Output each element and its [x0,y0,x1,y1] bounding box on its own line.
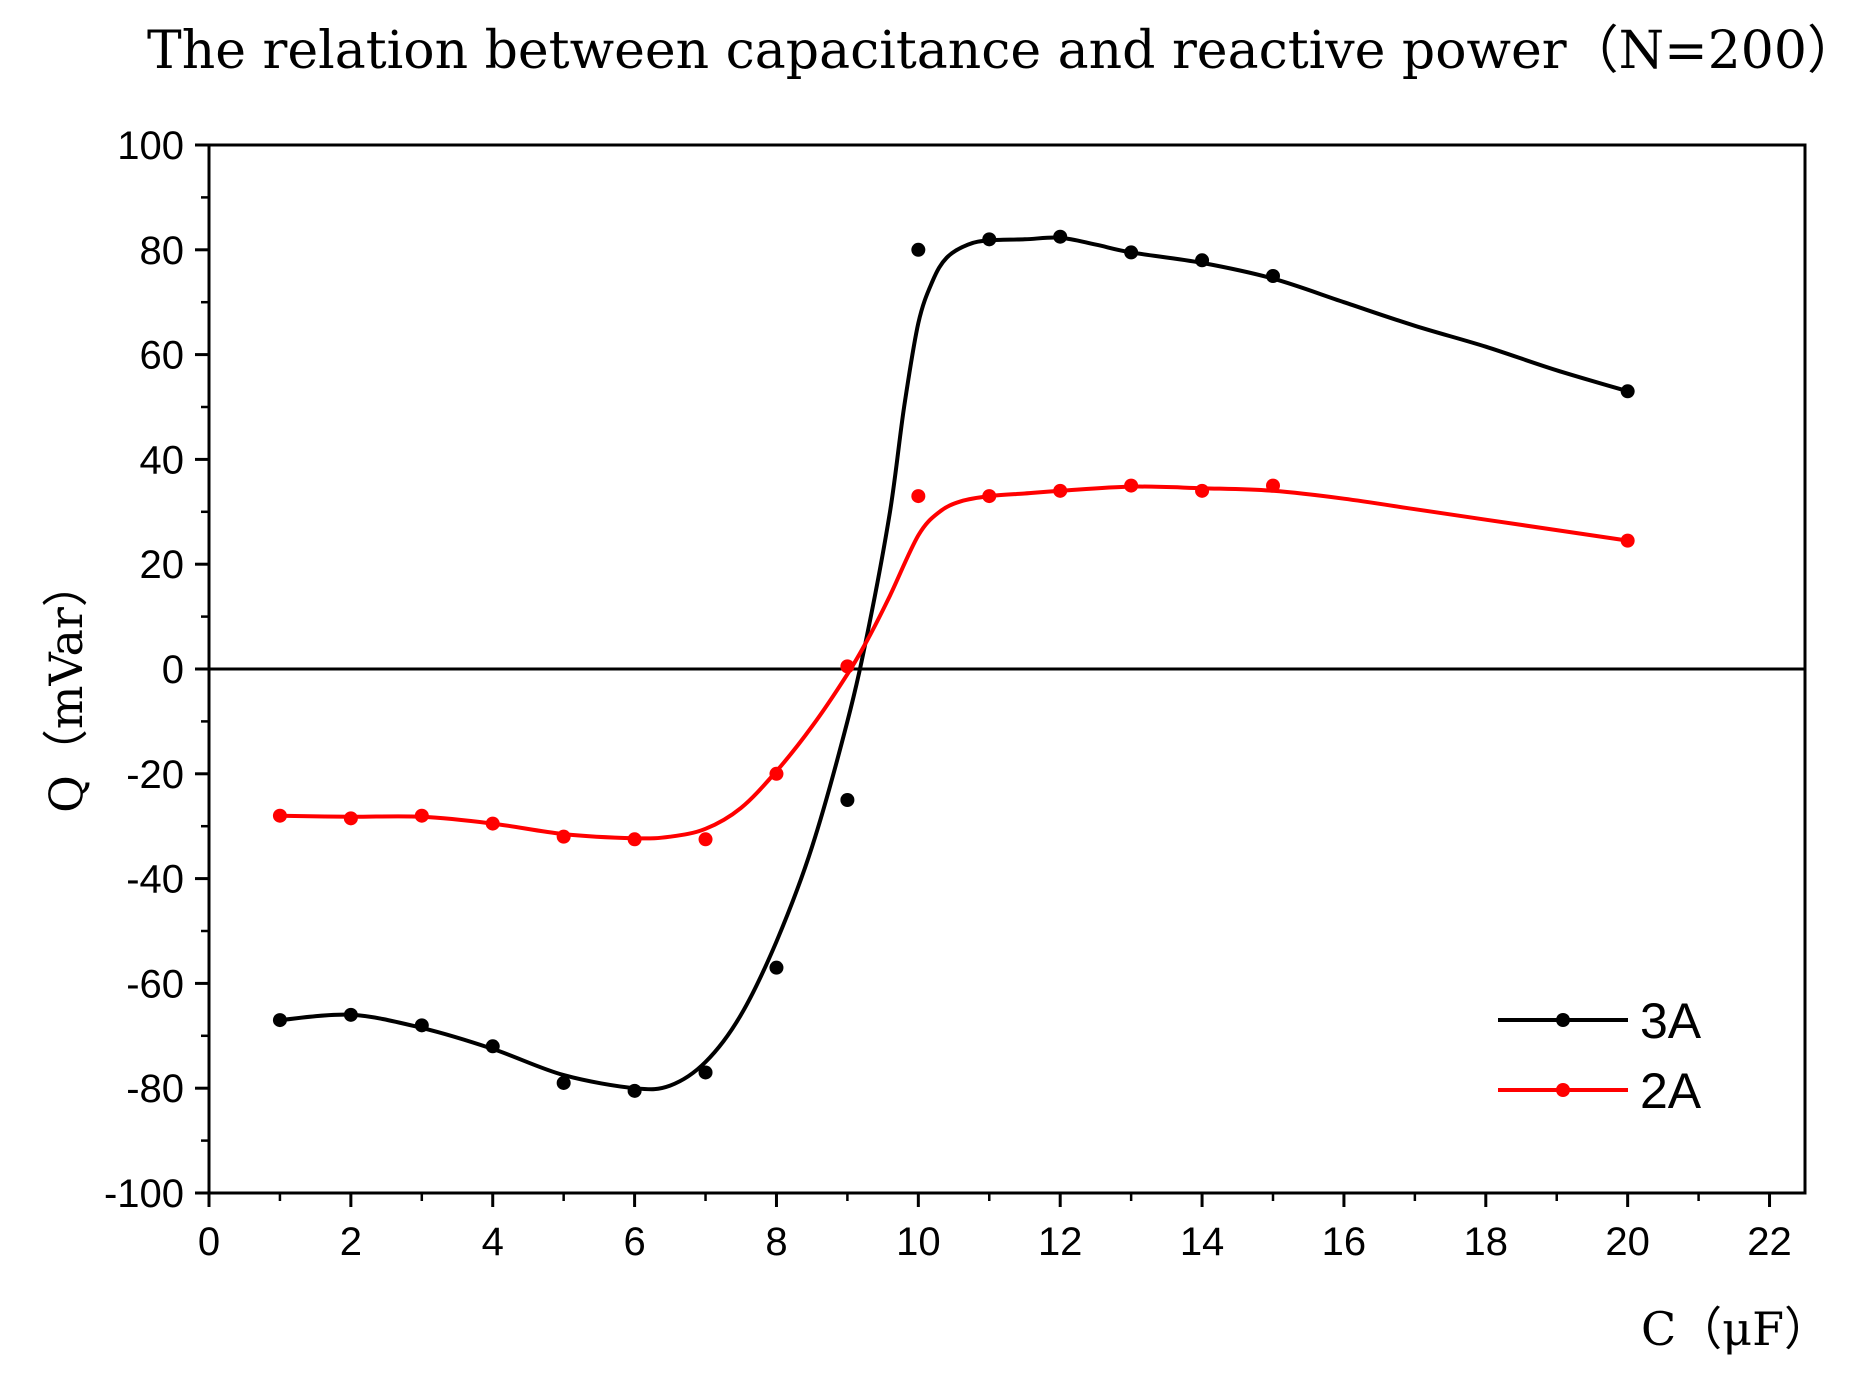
series-3a-point [485,1039,500,1054]
series-2a-point [627,832,642,847]
series-3a-point [698,1065,713,1080]
x-tick-label: 10 [896,1220,941,1264]
series-2a-point [1053,483,1068,498]
x-tick-label: 14 [1180,1220,1225,1264]
series-2a-point [1620,533,1635,548]
legend-2a-label: 2A [1640,1063,1702,1119]
x-tick-label: 20 [1605,1220,1650,1264]
x-axis-label: C（μF） [1641,1302,1830,1356]
x-tick-label: 12 [1038,1220,1083,1264]
chart-title: The relation between capacitance and rea… [147,21,1857,81]
series-2a-point [840,659,855,674]
series-3a-point [414,1018,429,1033]
y-tick-label: -100 [104,1172,184,1216]
series-2a-point [1266,478,1280,493]
series-3a-point [1620,384,1635,399]
series-2a-point [982,489,997,504]
x-tick-label: 0 [198,1220,220,1264]
series-3a-point [1266,269,1280,283]
series-3a-point [1195,253,1210,268]
y-tick-label: 80 [140,229,185,273]
x-tick-label: 16 [1322,1220,1367,1264]
series-3a-point [1053,229,1068,244]
series-2a-point [272,808,287,823]
series-2a-point [911,489,926,504]
series-2a-point [414,808,429,823]
series-3a-point [840,793,855,807]
x-tick-label: 2 [340,1220,362,1264]
x-tick-label: 18 [1464,1220,1509,1264]
plot-layer: 0 2 4 6 8 10 12 14 16 18 20 22 100 80 60 40 20 0 -20 -40 -60… [104,124,1807,1264]
series-2a-point [485,816,500,831]
legend-2a-marker [1556,1083,1570,1097]
series-3a-point [769,960,784,975]
y-tick-label: 60 [140,334,185,378]
y-tick-label: -40 [126,858,184,902]
series-2a-point [1124,478,1139,493]
y-tick-label: 0 [162,648,184,692]
y-tick-label: -60 [126,962,184,1006]
x-tick-label: 8 [765,1220,787,1264]
series-2a-point [343,811,358,826]
series-2a-point [769,766,784,781]
y-tick-label: -80 [126,1067,184,1111]
y-tick-label: 20 [140,543,185,587]
series-3a-point [1124,245,1139,260]
series-2a-line [279,484,1628,841]
series-3a-point [627,1083,642,1098]
x-tick-label: 6 [623,1220,645,1264]
y-tick-label: -20 [126,753,184,797]
series-2a-point [1195,483,1210,498]
x-tick-label: 22 [1747,1220,1792,1264]
series-3a-point [272,1013,287,1028]
series-3a-point [343,1007,358,1022]
series-2a-point [698,832,713,847]
legend-3a-label: 3A [1640,993,1702,1049]
y-tick-label: 40 [140,438,185,482]
series-3a-point [556,1075,571,1090]
series-3a-point [911,242,926,257]
y-tick-label: 100 [117,124,184,168]
series-3a-point [982,232,997,247]
x-tick-label: 4 [482,1220,504,1264]
legend-3a-marker [1556,1013,1570,1027]
series-2a-point [556,829,571,844]
y-axis-label: Q（mVar） [39,561,93,813]
